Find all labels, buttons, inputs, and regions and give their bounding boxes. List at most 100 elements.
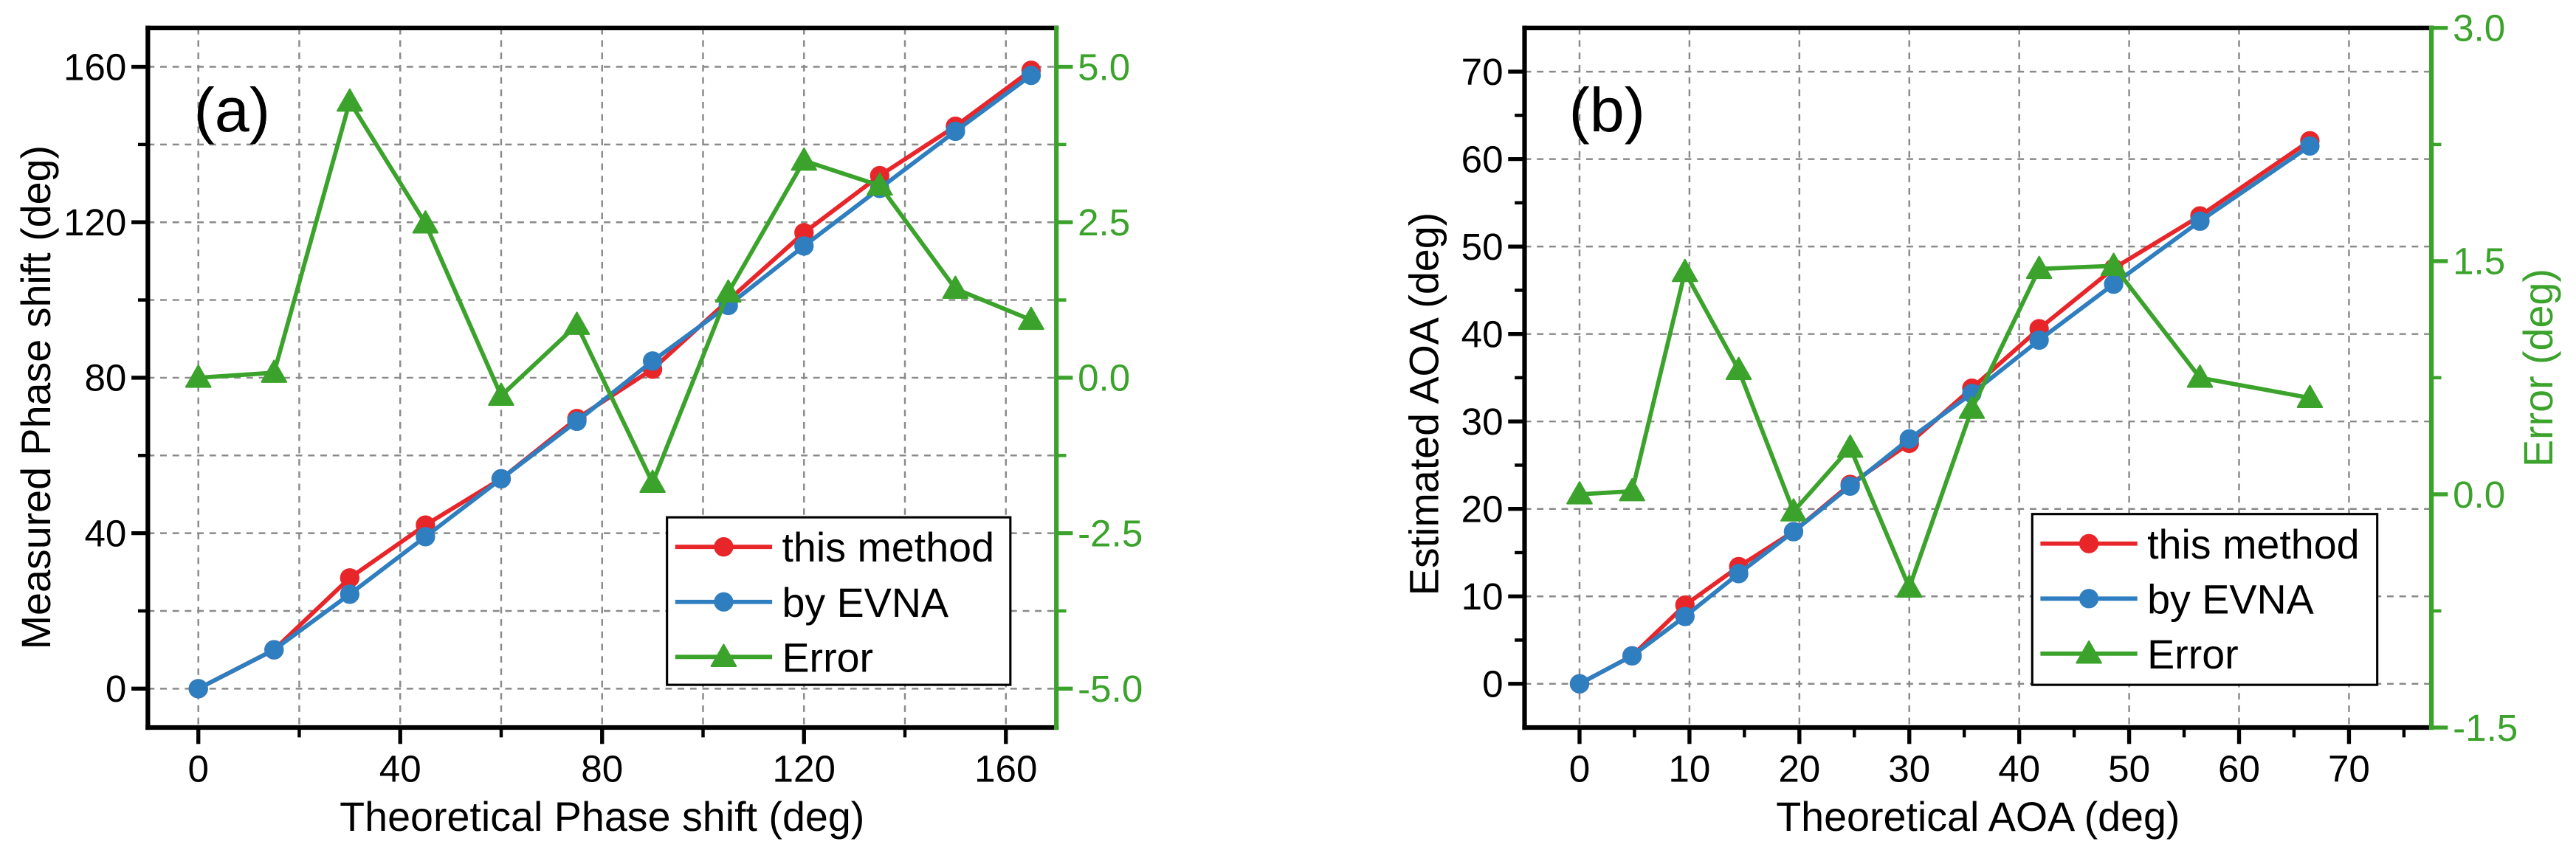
panel-a-x-axis-title: Theoretical Phase shift (deg) [340, 794, 864, 840]
panel-b-legend-error-swatch-marker [2076, 640, 2102, 664]
panel-b: 0 10 20 30 40 50 60 70 0 10 20 30 40 50 60 70 -1.5 0.0 1.5… [1402, 7, 2561, 840]
panel-a-series-error-point-6 [639, 469, 666, 494]
panel-a-series-error-point-8 [791, 147, 818, 171]
panel-a: 0 40 80 120 160 0 40 80 120 160 -5.0 -2.5 0.0 2.5 5.0 t… [13, 25, 1143, 840]
panel-a-ytick-label-2: 80 [84, 357, 126, 399]
panel-a-series-by-evna-point-11 [1021, 65, 1041, 86]
panel-b-series-by-evna-point-9 [2104, 274, 2124, 294]
panel-b-series-error-line [1579, 263, 2310, 590]
panel-b-x-axis-title: Theoretical AOA (deg) [1776, 794, 2180, 840]
panel-b-legend-this-method-label: this method [2147, 522, 2360, 567]
panel-a-series-by-evna-point-6 [642, 351, 663, 371]
panel-a-xtick-label-3: 120 [773, 747, 836, 789]
panel-a-y-axis-title: Measured Phase shift (deg) [13, 145, 59, 649]
panel-b-xtick-label-1: 10 [1668, 747, 1710, 789]
panel-a-series-by-evna-point-4 [491, 469, 512, 489]
panel-a-legend-by-evna-swatch-marker [714, 592, 734, 612]
panel-b-ytick-label-1: 10 [1461, 576, 1504, 618]
panel-b-series-error-point-10 [2186, 364, 2214, 388]
panel-b-ytick-label-6: 60 [1461, 138, 1504, 180]
panel-b-xtick-label-3: 30 [1888, 747, 1930, 789]
panel-b-ytick-label-2: 20 [1461, 488, 1504, 531]
panel-a-series-by-evna-line [197, 73, 1033, 691]
panel-b-ytick-label-3: 30 [1461, 401, 1504, 443]
panel-b-series-error-point-3 [1725, 356, 1752, 381]
panel-b-series-error-point-9 [2100, 252, 2127, 276]
panel-a-xtick-label-4: 160 [974, 747, 1037, 789]
panel-a-y2tick-label-3: 2.5 [1078, 201, 1130, 243]
panel-a-legend: this method by EVNA Error [666, 516, 1012, 686]
panel-a-series-by-evna-point-10 [946, 121, 965, 142]
panel-a-xtick-label-1: 40 [379, 747, 421, 789]
panel-b-series-by-evna-point-0 [1569, 674, 1590, 694]
panel-b-series-error-point-5 [1836, 434, 1864, 458]
panel-a-legend-by-evna-label: by EVNA [782, 580, 948, 626]
panel-a-legend-this-method-label: this method [782, 525, 994, 570]
panel-b-label: (b) [1569, 75, 1645, 145]
panel-a-legend-error-label: Error [782, 635, 873, 680]
panel-b-series-by-evna-point-2 [1675, 607, 1695, 626]
panel-a-legend-error-swatch-marker [710, 643, 737, 667]
panel-a-series-by-evna-point-8 [794, 236, 814, 256]
panel-b-ytick-label-7: 70 [1461, 51, 1504, 93]
panel-a-y2tick-label-2: 0.0 [1078, 357, 1130, 399]
panel-b-ytick-label-4: 40 [1461, 313, 1504, 355]
panel-b-xtick-label-7: 70 [2328, 747, 2370, 789]
panel-a-series-by-evna-point-0 [188, 679, 208, 699]
panel-b-series-by-evna-line [1578, 144, 2312, 686]
panel-b-series-by-evna-point-4 [1783, 522, 1804, 542]
panel-b-legend: this method by EVNA Error [2031, 513, 2379, 686]
panel-a-xtick-label-0: 0 [187, 747, 208, 789]
panel-b-series-by-evna-point-8 [2029, 330, 2049, 350]
panel-a-ytick-label-0: 0 [106, 668, 126, 710]
panel-b-series-error-point-2 [1671, 258, 1698, 283]
panel-b-y2tick-label-0: -1.5 [2453, 707, 2518, 749]
panel-b-series-by-evna-point-6 [1899, 429, 1919, 449]
panel-a-series-error-point-10 [942, 275, 969, 300]
panel-b-y2-axis-title: Error (deg) [2515, 269, 2561, 467]
panel-a-series-error-point-9 [867, 172, 893, 196]
panel-b-series-error-point-0 [1566, 481, 1593, 505]
panel-a-ytick-label-4: 160 [63, 46, 126, 88]
panel-a-ytick-label-1: 40 [84, 512, 126, 554]
panel-a-series-error-point-0 [185, 364, 212, 388]
panel-a-series-error-point-4 [488, 382, 514, 407]
panel-b-y2tick-label-2: 1.5 [2453, 241, 2505, 283]
panel-a-xtick-label-2: 80 [581, 747, 623, 789]
panel-a-series-by-evna-point-2 [340, 584, 359, 604]
panel-a-series-error-point-2 [337, 88, 363, 112]
panel-b-series-error-point-11 [2296, 384, 2324, 408]
panel-a-y2tick-label-4: 5.0 [1078, 46, 1130, 88]
panel-b-y2tick-label-1: 0.0 [2453, 474, 2505, 516]
panel-b-series-by-evna-point-1 [1622, 646, 1642, 666]
panel-a-y2tick-label-0: -5.0 [1078, 668, 1143, 710]
panel-a-legend-this-method-swatch-marker [714, 537, 734, 557]
panel-b-series-error-point-7 [1958, 395, 1986, 419]
panel-a-series-error-point-7 [714, 279, 742, 303]
panel-a-series-error-point-3 [412, 210, 439, 234]
panel-a-series-by-evna-point-5 [567, 411, 587, 432]
panel-b-legend-this-method-swatch-marker [2079, 533, 2099, 553]
panel-b-series-error-point-4 [1780, 498, 1807, 522]
panel-b-y2tick-label-3: 3.0 [2453, 7, 2505, 49]
panel-a-series-by-evna-point-3 [416, 527, 435, 547]
panel-b-xtick-label-6: 60 [2218, 747, 2260, 789]
panel-a-label: (a) [194, 75, 270, 145]
panel-b-series-error-point-1 [1619, 477, 1645, 502]
panel-a-series-error-line [198, 99, 1033, 486]
panel-b-series-by-evna-point-5 [1840, 476, 1860, 497]
panel-b-xtick-label-4: 40 [1998, 747, 2040, 789]
panel-b-legend-error-label: Error [2147, 632, 2239, 677]
panel-a-series-error-point-1 [261, 359, 288, 383]
panel-a-series-error-point-11 [1018, 306, 1044, 331]
panel-b-series-error-point-8 [2025, 255, 2053, 280]
panel-b-xtick-label-2: 20 [1778, 747, 1820, 789]
panel-a-y2tick-label-1: -2.5 [1078, 512, 1143, 554]
panel-b-ytick-label-5: 50 [1461, 226, 1504, 268]
panel-a-series-by-evna-point-1 [264, 640, 284, 660]
panel-b-series-error-point-6 [1895, 574, 1923, 598]
panel-b-legend-by-evna-swatch-marker [2079, 589, 2099, 609]
panel-b-y-axis-title: Estimated AOA (deg) [1402, 212, 1447, 595]
panel-b-series-by-evna-point-10 [2190, 211, 2210, 231]
